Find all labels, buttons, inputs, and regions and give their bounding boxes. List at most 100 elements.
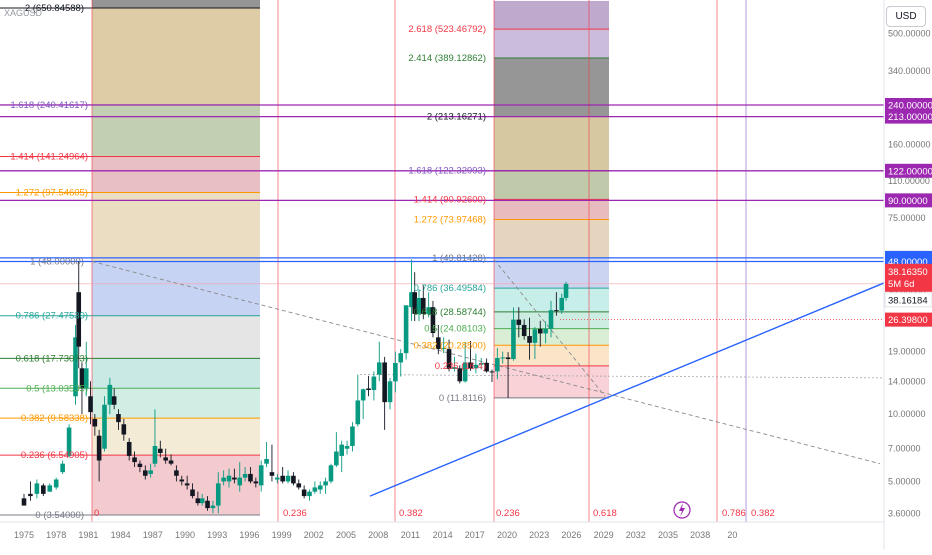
y-axis-tick-label: 14.00000 [888,376,926,386]
candle-body [111,396,117,405]
candle-body [334,451,339,466]
candle-body [516,319,522,325]
candle-body [221,477,226,482]
x-axis-tick-label: 1978 [46,530,66,540]
candle-body [205,500,210,509]
candle-body [237,477,243,486]
candle-body [371,376,377,391]
candle-body [495,357,500,372]
fib-level-label: 1.414 (90.92600) [414,194,486,205]
price-axis-tag-label: 122.00000 [888,166,932,177]
x-axis-tick-label: 20 [727,530,737,540]
price-axis-tag-label: 213.00000 [888,112,932,123]
x-axis-tick-label: 1990 [175,530,195,540]
x-axis-tick-label: 1993 [207,530,227,540]
candle-body [355,400,361,425]
candle-body [339,444,345,456]
fib-level-label: 0.786 (27.47530) [16,311,88,322]
candle-body [190,489,195,497]
price-axis-tag [885,163,932,178]
candle-body [473,364,479,369]
candle-body [184,483,190,486]
lightning-icon [679,503,685,517]
x-axis-tick-label: 2035 [658,530,678,540]
candle-body [436,337,441,350]
candle-body [107,384,113,405]
time-fib-label: 0.236 [283,508,307,519]
fib-level-label: 1 (49.81428) [432,253,486,264]
candle-body [426,307,431,314]
candle-body [92,419,98,427]
fib-level-label: 0 (11.8116) [439,393,486,404]
candle-body [366,388,371,391]
x-axis-tick-label: 2017 [465,530,485,540]
candle-body [195,498,201,504]
x-axis-tick-label: 2029 [594,530,614,540]
time-fib-label: 0.382 [751,508,775,519]
price-axis-tag-label: 240.00000 [888,100,932,111]
candle-body [66,427,72,456]
candle-body [548,310,554,329]
fib-zone-1980 [92,418,260,456]
x-axis-tick-label: 1999 [272,530,292,540]
candle-body [199,498,205,504]
fib-level-label: 1.618 (122.32993) [408,166,486,177]
fib-zone-2011 [494,58,609,117]
horizontal-dotted-line [359,374,885,379]
fib-zone-1980 [92,315,260,359]
candle-body [409,292,414,308]
price-axis-tag [885,109,932,124]
price-axis-tag-label: 38.16184 [888,295,928,306]
candle-body [323,481,328,486]
candle-body [328,465,334,482]
y-axis-tick-label: 75.00000 [888,213,926,223]
fib-level-label: 0 (3.54000) [35,510,84,521]
price-axis-tag-label: 90.00000 [888,196,928,207]
candle-body [258,465,264,486]
currency-button[interactable]: USD [886,6,926,27]
candle-body [350,426,355,446]
fib-zone-2011 [494,199,609,220]
candle-body [83,368,89,389]
candle-body [420,297,426,314]
candle-body [387,381,393,403]
candle-body [511,319,516,360]
time-fib-label: 0 [94,508,99,519]
candle-body [96,435,102,461]
fib-zone-1980 [92,156,260,193]
candle-body [226,475,232,482]
x-axis-tick-label: 1996 [239,530,259,540]
candle-body [41,485,46,494]
candle-body [179,479,185,482]
fib-level-label: 0.618 (28.58744) [414,307,486,318]
candle-body [21,498,27,506]
candle-body [376,362,382,375]
candle-body [152,445,158,464]
candle-body [393,363,398,382]
candle-body [148,470,153,474]
price-axis-tag-label: 26.39800 [888,315,928,326]
candle-body [232,477,237,480]
y-axis-tick-label: 35.00000 [888,287,926,297]
candle-body [264,458,269,464]
x-axis-tick-label: 1987 [143,530,163,540]
candle-body [441,348,446,350]
candle-body [537,328,543,334]
symbol-label: XAGUSD [4,8,43,18]
candle-body [174,470,179,476]
candle-body [484,363,489,372]
candle-body [168,460,174,464]
candle-body [291,475,296,484]
y-axis-tick-label: 3.60000 [888,508,921,518]
candle-body [312,487,318,492]
fib-zone-2011 [494,219,609,258]
fib-zone-2011 [494,0,609,30]
candle-body [452,367,457,369]
candle-body [412,292,417,314]
fib-level-label: 2.618 (523.46792) [408,24,486,35]
y-axis-tick-label: 340.00000 [888,66,931,76]
fib-level-label: 0.618 (17.73073) [16,353,88,364]
rising-trend-line [369,282,885,497]
